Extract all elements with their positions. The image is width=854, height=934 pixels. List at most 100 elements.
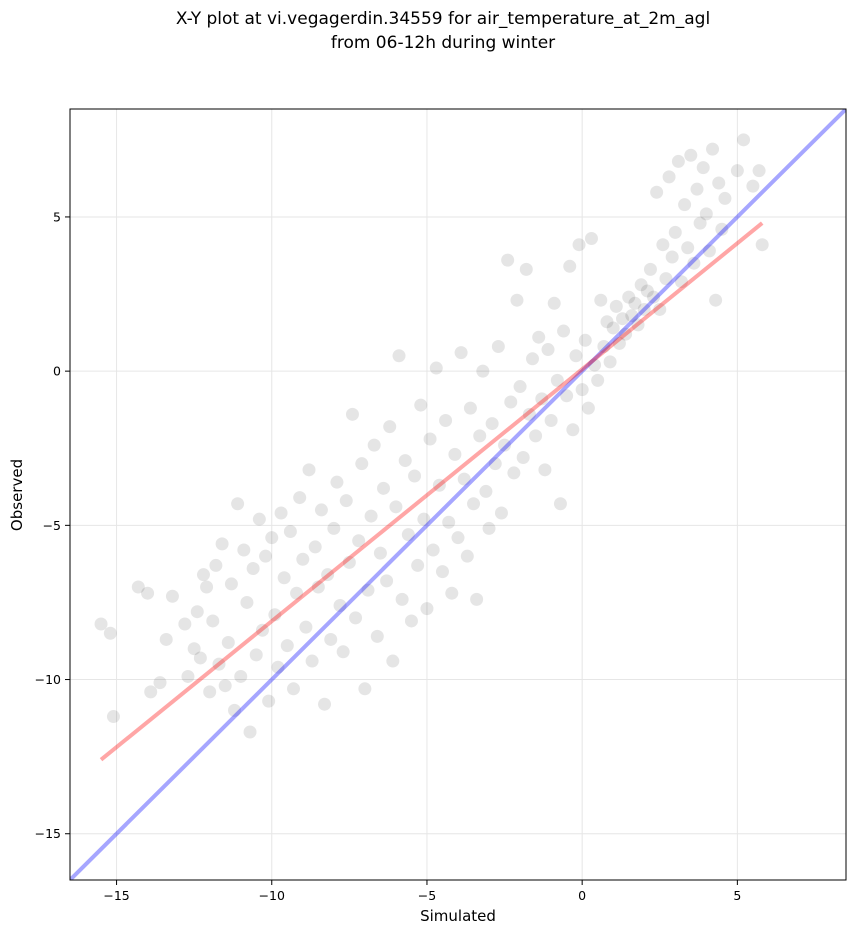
data-point	[342, 555, 356, 569]
data-point	[268, 608, 282, 622]
data-point	[550, 373, 564, 387]
data-point	[426, 543, 440, 557]
data-point	[392, 349, 406, 363]
data-point	[529, 429, 543, 443]
data-point	[578, 333, 592, 347]
y-axis-ticks: −15 −10 −5 0 5	[35, 209, 70, 841]
data-point	[221, 636, 235, 650]
data-point	[349, 611, 363, 625]
data-point	[159, 632, 173, 646]
data-point	[488, 457, 502, 471]
data-point	[690, 182, 704, 196]
data-point	[566, 423, 580, 437]
data-point	[622, 290, 636, 304]
data-point	[299, 620, 313, 634]
data-point	[476, 364, 490, 378]
data-point	[259, 549, 273, 563]
data-point	[389, 500, 403, 514]
data-point	[439, 413, 453, 427]
identity-line	[70, 109, 846, 880]
data-point	[417, 512, 431, 526]
data-point	[420, 602, 434, 616]
data-point	[293, 491, 307, 505]
data-point	[485, 417, 499, 431]
data-point	[631, 318, 645, 332]
data-point	[752, 164, 766, 178]
data-point	[544, 413, 558, 427]
data-point	[364, 509, 378, 523]
data-point	[619, 327, 633, 341]
data-point	[228, 703, 242, 717]
data-point	[460, 549, 474, 563]
data-point	[311, 580, 325, 594]
data-point	[352, 534, 366, 548]
data-point	[522, 407, 536, 421]
data-point	[693, 216, 707, 230]
data-point	[345, 407, 359, 421]
data-point	[656, 238, 670, 252]
data-point	[280, 639, 294, 653]
data-point	[625, 309, 639, 323]
data-point	[616, 312, 630, 326]
x-tick-label: −5	[418, 888, 436, 903]
data-point	[290, 586, 304, 600]
fit-lines	[70, 109, 846, 880]
data-point	[401, 528, 415, 542]
data-point	[588, 358, 602, 372]
data-point	[581, 401, 595, 415]
y-tick-label: −15	[35, 826, 61, 841]
data-point	[569, 349, 583, 363]
data-point	[190, 605, 204, 619]
data-point	[398, 454, 412, 468]
data-point	[442, 515, 456, 529]
data-point	[277, 571, 291, 585]
data-point	[414, 398, 428, 412]
data-point	[203, 685, 217, 699]
data-point	[423, 432, 437, 446]
data-point	[377, 481, 391, 495]
x-tick-label: −15	[103, 888, 129, 903]
data-point	[640, 284, 654, 298]
data-point	[718, 191, 732, 205]
y-axis-label: Observed	[8, 459, 26, 531]
data-point	[131, 580, 145, 594]
data-point	[532, 330, 546, 344]
data-point	[404, 614, 418, 628]
data-point	[584, 232, 598, 246]
data-point	[94, 617, 108, 631]
data-point	[541, 343, 555, 357]
data-point	[383, 420, 397, 434]
data-point	[482, 521, 496, 535]
data-point	[314, 503, 328, 517]
x-tick-label: 5	[733, 888, 741, 903]
data-point	[411, 558, 425, 572]
data-point	[563, 259, 577, 273]
data-point	[212, 657, 226, 671]
data-point	[560, 389, 574, 403]
data-point	[696, 161, 710, 175]
y-tick-label: 5	[53, 209, 61, 224]
data-point	[361, 583, 375, 597]
data-point	[737, 133, 751, 147]
data-point	[730, 164, 744, 178]
data-point	[457, 472, 471, 486]
data-point	[594, 293, 608, 307]
data-point	[318, 697, 332, 711]
data-point	[274, 506, 288, 520]
y-tick-label: −5	[43, 518, 61, 533]
data-point	[684, 148, 698, 162]
data-point	[286, 682, 300, 696]
data-point	[448, 447, 462, 461]
data-point	[262, 694, 276, 708]
data-point	[305, 654, 319, 668]
data-point	[141, 586, 155, 600]
data-point	[591, 373, 605, 387]
data-point	[525, 352, 539, 366]
data-point	[650, 185, 664, 199]
data-point	[665, 250, 679, 264]
data-point	[755, 238, 769, 252]
data-point	[296, 552, 310, 566]
data-point	[674, 275, 688, 289]
data-point	[507, 466, 521, 480]
data-point	[302, 463, 316, 477]
